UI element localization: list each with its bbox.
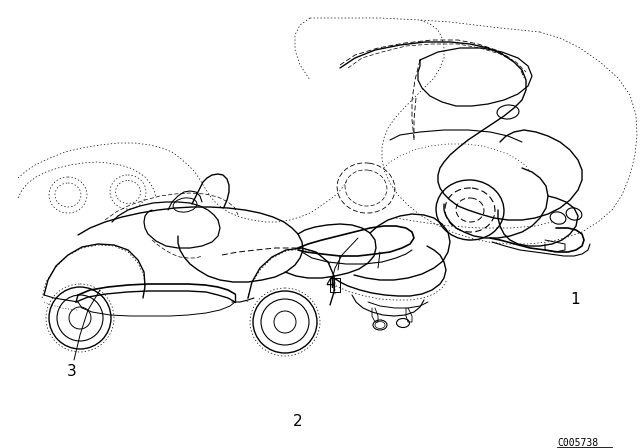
Text: C005738: C005738 [557, 438, 598, 448]
Text: 2: 2 [293, 414, 303, 430]
Text: 4: 4 [325, 276, 335, 290]
Text: 3: 3 [67, 365, 77, 379]
Text: 1: 1 [570, 293, 580, 307]
